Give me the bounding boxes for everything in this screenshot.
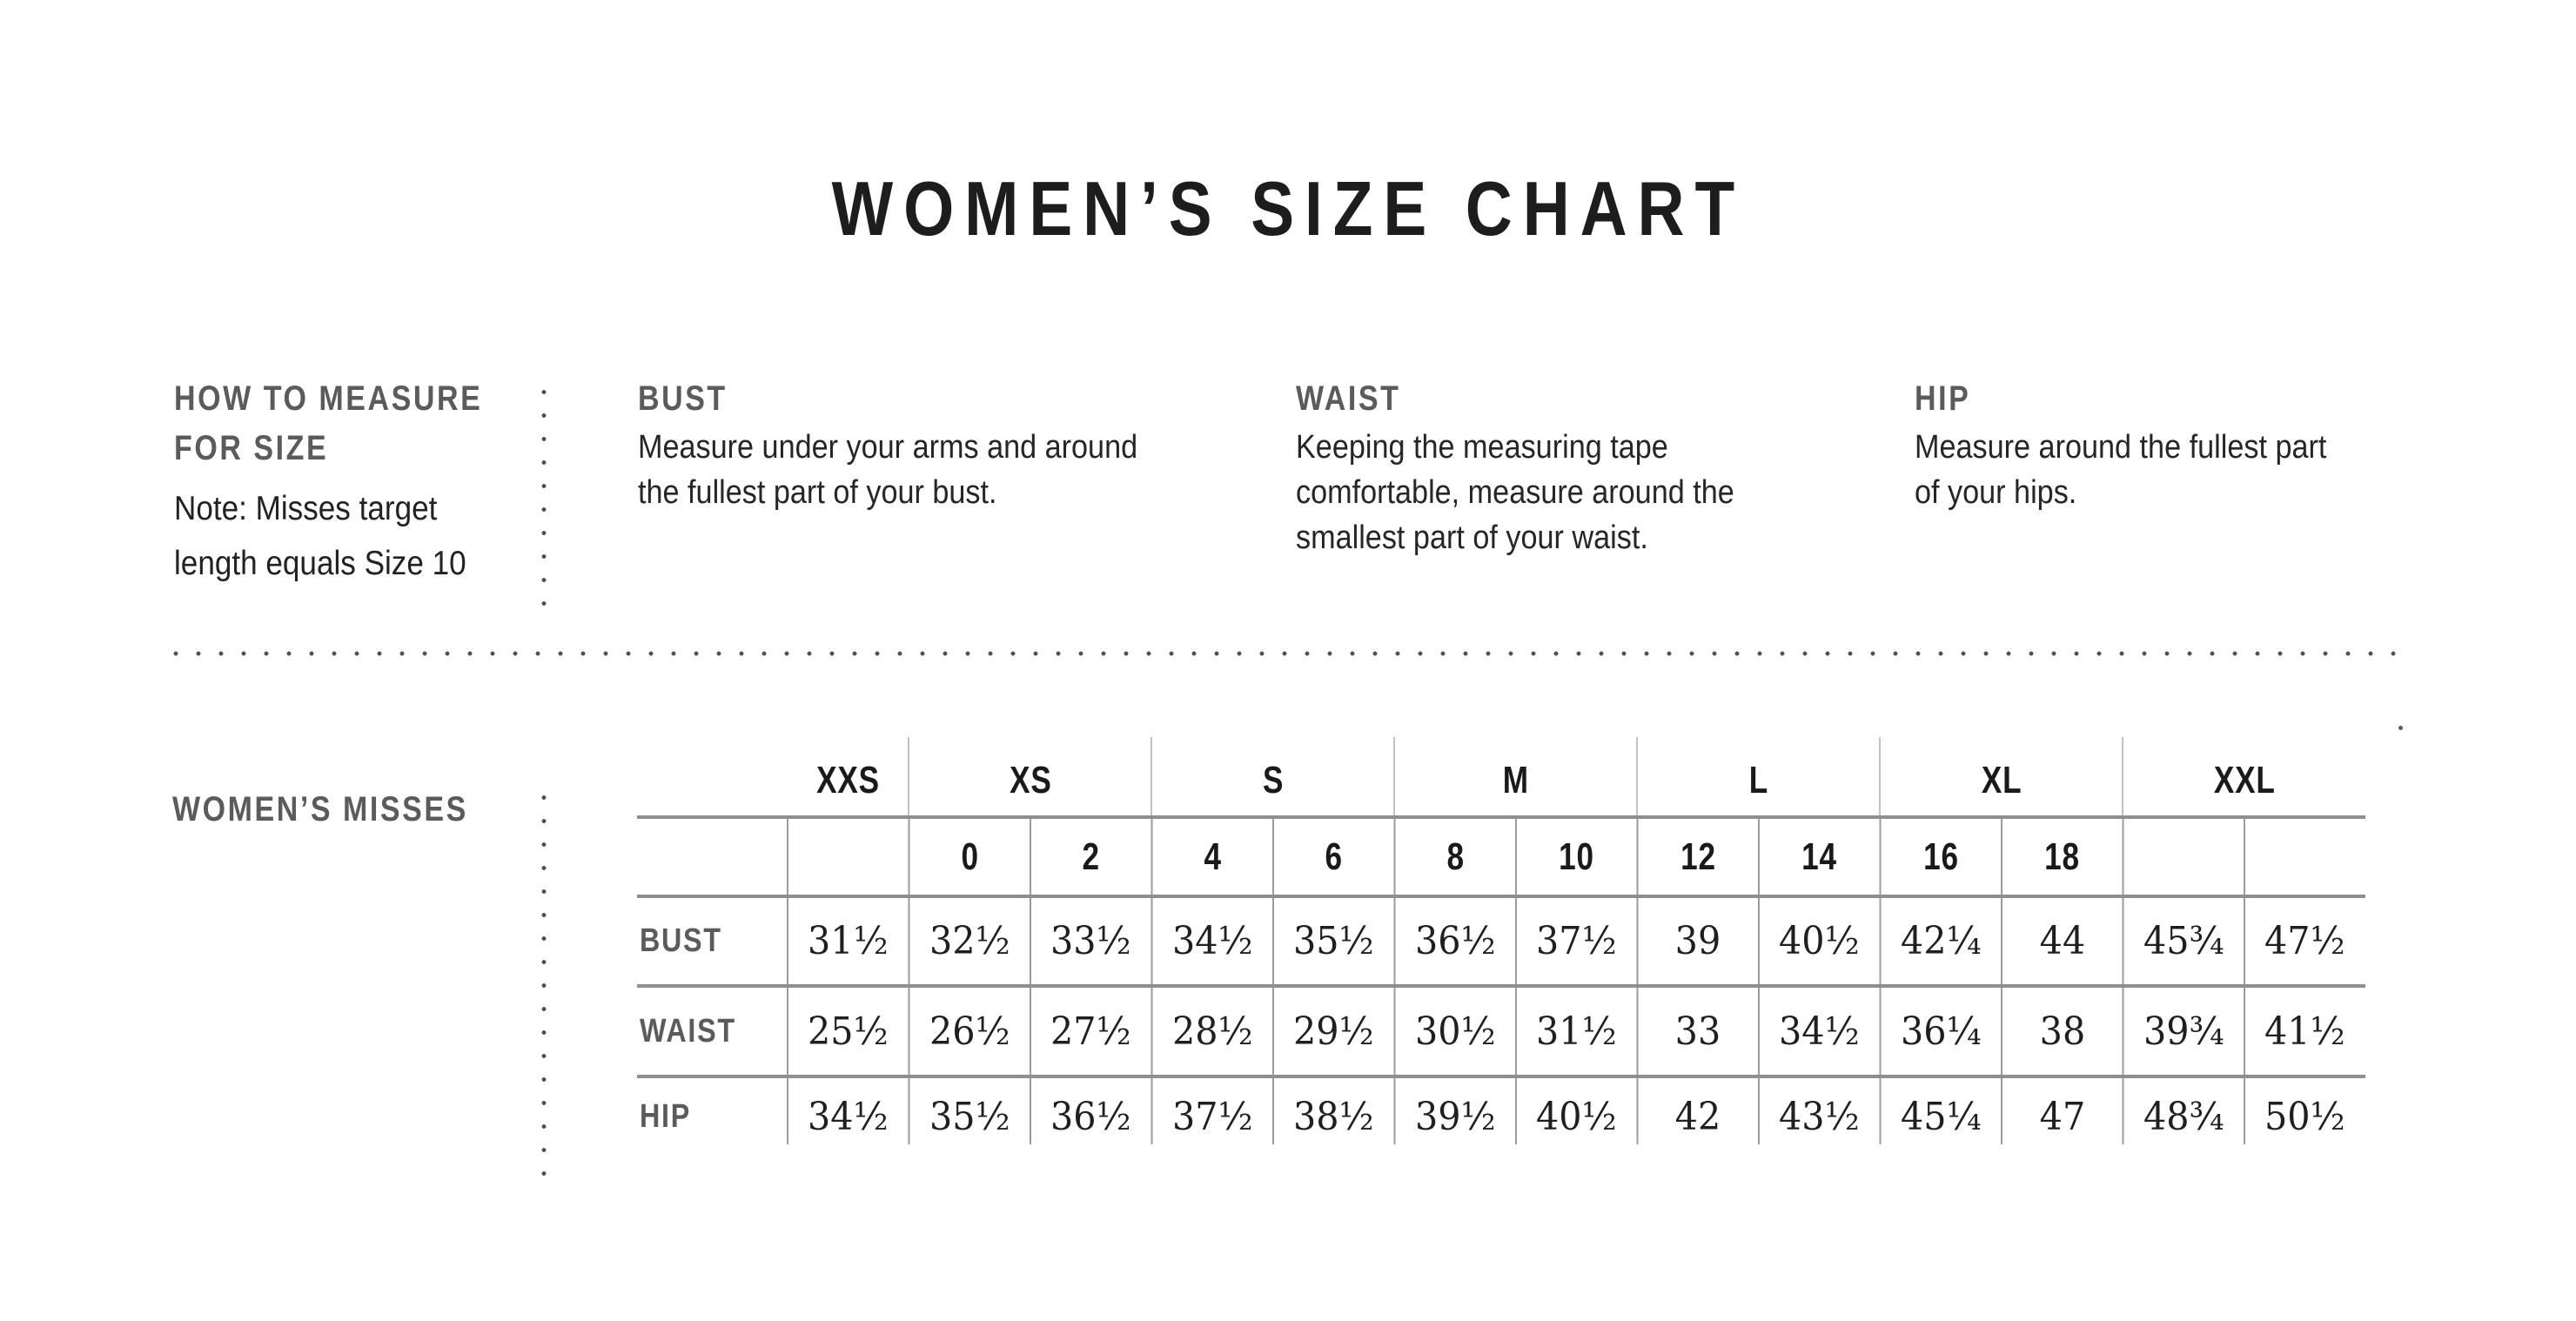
size-group-xxl: XXL [2213, 759, 2276, 801]
group-separator-lines [908, 737, 2123, 817]
how-to-measure-block: HOW TO MEASURE FOR SIZE Note: Misses tar… [174, 374, 537, 591]
page-title-text: WOMEN’S SIZE CHART [831, 165, 1745, 251]
bust-cell: 47½ [2264, 919, 2346, 963]
group-row-spacer [637, 744, 788, 817]
waist-guide-heading: WAIST [1296, 379, 1401, 418]
hip-guide-line2: of your hips. [1915, 474, 2077, 511]
section-label-text: WOMEN’S MISSES [172, 790, 468, 828]
waist-guide-line2: comfortable, measure around the [1296, 474, 1734, 511]
bust-guide-line1: Measure under your arms and around [638, 429, 1138, 466]
hip-guide-description: Measure around the fullest part of your … [1915, 425, 2372, 515]
waist-guide-line1: Keeping the measuring tape [1296, 429, 1668, 466]
row-label-bust: BUST [640, 922, 722, 959]
section-label-womens-misses: WOMEN’S MISSES [172, 785, 520, 834]
hip-guide-line1: Measure around the fullest part [1915, 429, 2327, 466]
column-separator-lines [787, 817, 2245, 1144]
bust-guide-line2: the fullest part of your bust. [638, 474, 997, 511]
table-rule-under-sizes [637, 895, 2365, 898]
upper-dotted-divider [541, 380, 547, 620]
row-label-hip: HIP [640, 1098, 691, 1135]
hip-cell: 50½ [2264, 1095, 2346, 1139]
stray-dot [2398, 726, 2403, 730]
table-rule-under-bust [637, 984, 2365, 988]
waist-guide-description: Keeping the measuring tape comfortable, … [1296, 425, 1783, 560]
horizontal-dotted-divider [164, 651, 2408, 656]
waist-guide-line3: smallest part of your waist. [1296, 520, 1648, 556]
bust-guide-block: BUST Measure under your arms and around … [638, 374, 1193, 515]
bust-guide-heading: BUST [638, 379, 728, 418]
table-rule-top [637, 815, 2365, 819]
hip-guide-heading: HIP [1915, 379, 1971, 418]
misses-note-line2: length equals Size 10 [174, 545, 466, 582]
how-to-measure-heading-line2: FOR SIZE [174, 429, 329, 467]
sizes-row-spacer [637, 817, 788, 896]
misses-note: Note: Misses target length equals Size 1… [174, 481, 537, 591]
how-to-measure-heading: HOW TO MEASURE FOR SIZE [174, 374, 537, 473]
page-title: WOMEN’S SIZE CHART [0, 165, 2576, 252]
waist-cell: 41½ [2264, 1009, 2346, 1054]
size-group-xxs: XXS [816, 759, 881, 801]
how-to-measure-heading-line1: HOW TO MEASURE [174, 379, 483, 418]
numeric-size-cell [2244, 817, 2366, 896]
misses-note-line1: Note: Misses target [174, 490, 438, 527]
row-label-waist: WAIST [640, 1012, 736, 1049]
lower-dotted-divider [541, 786, 547, 1189]
waist-guide-block: WAIST Keeping the measuring tape comfort… [1296, 374, 1783, 560]
table-rule-under-waist [637, 1075, 2365, 1078]
hip-guide-block: HIP Measure around the fullest part of y… [1915, 374, 2372, 515]
bust-guide-description: Measure under your arms and around the f… [638, 425, 1193, 515]
